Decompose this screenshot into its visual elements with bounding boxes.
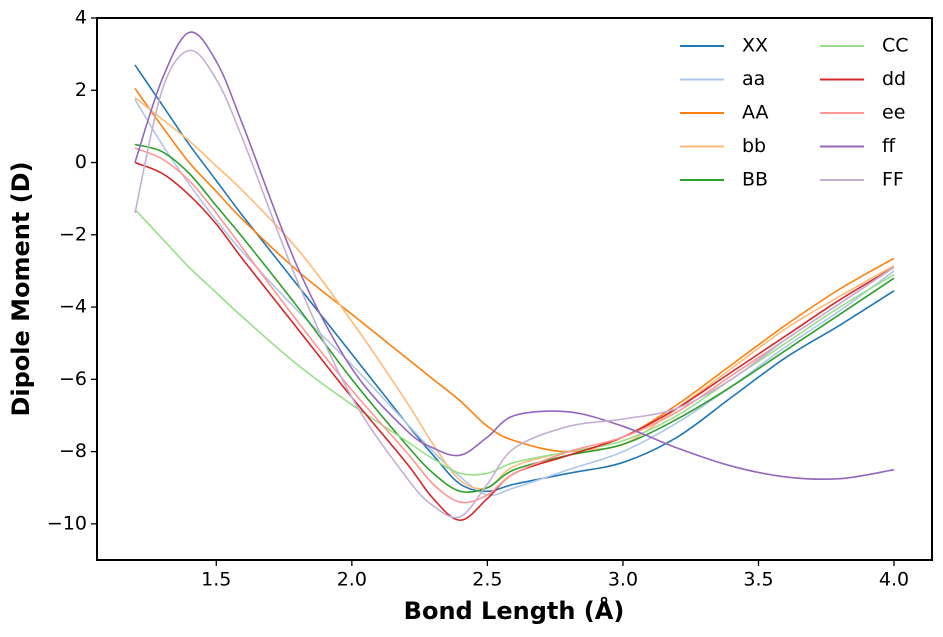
line-series xyxy=(134,31,895,481)
y-tick-label: −8 xyxy=(59,440,87,462)
line-series xyxy=(134,98,895,497)
y-tick-label: −10 xyxy=(47,512,87,534)
line-series xyxy=(134,161,895,522)
x-tick-label: 2.5 xyxy=(472,569,502,591)
y-axis-label: Dipole Moment (D) xyxy=(7,161,35,416)
line-series xyxy=(134,49,895,519)
x-tick-label: 4.0 xyxy=(879,569,909,591)
y-tick-label: −2 xyxy=(59,223,87,245)
plot-frame xyxy=(96,17,933,561)
legend-label: AA xyxy=(742,102,769,124)
legend-label: bb xyxy=(742,135,766,157)
y-tick-label: 4 xyxy=(75,7,87,29)
x-tick-label: 3.0 xyxy=(608,569,638,591)
legend-label: ee xyxy=(882,102,905,124)
line-series xyxy=(134,208,895,476)
legend-label: CC xyxy=(882,35,909,57)
line-series xyxy=(134,147,895,504)
legend-label: aa xyxy=(742,68,765,90)
line-series xyxy=(134,143,895,494)
line-series xyxy=(134,87,895,453)
y-tick-label: −4 xyxy=(59,296,87,318)
line-series xyxy=(134,64,895,493)
legend-label: FF xyxy=(882,169,904,191)
line-series xyxy=(134,96,895,490)
x-tick-label: 1.5 xyxy=(201,569,231,591)
x-axis-label: Bond Length (Å) xyxy=(404,596,625,625)
legend-label: BB xyxy=(742,169,768,191)
y-tick-label: 2 xyxy=(75,79,87,101)
legend-label: XX xyxy=(742,35,768,57)
y-tick-label: 0 xyxy=(75,151,87,173)
legend-label: ff xyxy=(882,135,896,157)
y-tick-label: −6 xyxy=(59,368,87,390)
x-tick-label: 2.0 xyxy=(337,569,367,591)
legend-label: dd xyxy=(882,68,906,90)
x-tick-label: 3.5 xyxy=(743,569,773,591)
